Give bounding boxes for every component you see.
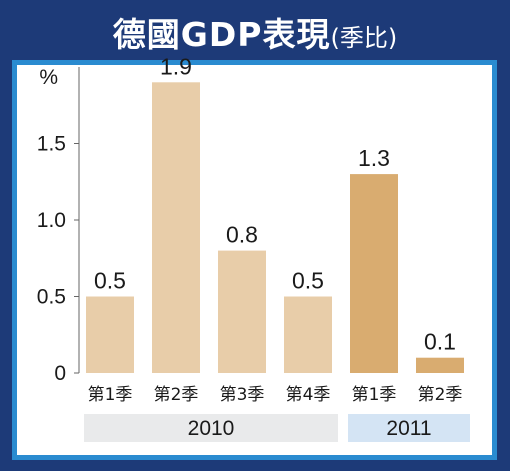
data-label: 0.5 — [94, 268, 126, 294]
bar — [350, 174, 398, 373]
group-band — [348, 414, 470, 442]
data-label: 1.3 — [358, 145, 390, 171]
data-label: 1.9 — [160, 53, 192, 79]
data-label: 0.1 — [424, 329, 456, 355]
y-tick-label: 1.0 — [37, 209, 66, 232]
chart-title-main: 德國GDP表現 — [112, 15, 331, 54]
data-label: 0.8 — [226, 222, 258, 248]
bar — [416, 357, 464, 373]
group-band — [84, 414, 338, 442]
category-label: 第1季 — [88, 385, 133, 405]
bar — [218, 250, 266, 373]
y-unit-label: % — [39, 66, 58, 89]
chart-panel — [12, 60, 497, 460]
bar — [86, 296, 134, 373]
group-label: 2010 — [188, 417, 235, 440]
chart-title-sub: (季比) — [330, 24, 398, 52]
y-tick-label: 1.5 — [37, 133, 66, 156]
category-label: 第4季 — [286, 385, 331, 405]
category-label: 第2季 — [154, 385, 199, 405]
group-label: 2011 — [386, 417, 431, 440]
category-label: 第2季 — [418, 385, 463, 405]
y-tick-label: 0 — [54, 362, 66, 385]
category-label: 第1季 — [352, 385, 397, 405]
chart-title: 德國GDP表現(季比) — [0, 8, 510, 56]
data-label: 0.5 — [292, 268, 324, 294]
y-tick-label: 0.5 — [37, 286, 66, 309]
bar — [284, 296, 332, 373]
bar — [152, 82, 200, 374]
category-label: 第3季 — [220, 385, 265, 405]
